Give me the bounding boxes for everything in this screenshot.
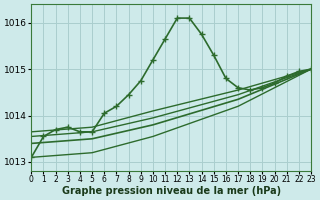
X-axis label: Graphe pression niveau de la mer (hPa): Graphe pression niveau de la mer (hPa)	[62, 186, 281, 196]
